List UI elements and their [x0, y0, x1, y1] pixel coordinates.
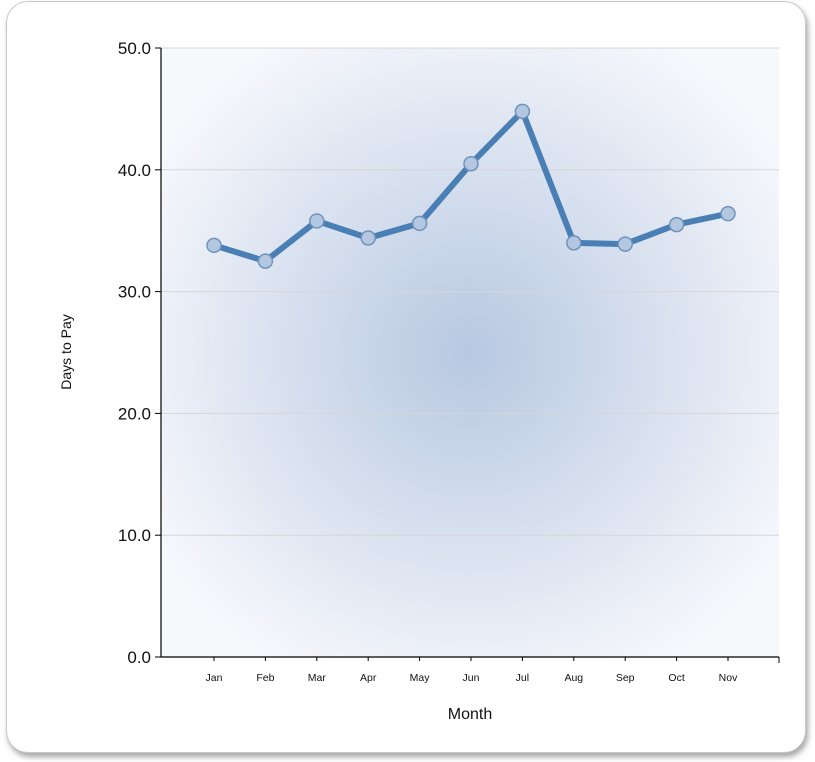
x-tick-label: Mar: [308, 672, 327, 684]
data-point[interactable]: [720, 205, 736, 222]
x-tick-label: May: [410, 672, 431, 684]
y-tick-label: 20.0: [118, 404, 151, 423]
data-point[interactable]: [411, 215, 428, 232]
y-axis-title: Days to Pay: [58, 314, 74, 389]
data-point[interactable]: [206, 237, 222, 254]
data-point[interactable]: [617, 236, 633, 252]
x-tick-label: Aug: [564, 672, 583, 684]
x-tick-label: Oct: [668, 672, 684, 684]
data-point[interactable]: [463, 155, 479, 172]
y-tick-label: 30.0: [118, 283, 151, 302]
x-tick-label: Feb: [256, 672, 274, 684]
x-tick-label: Jul: [516, 672, 529, 684]
data-point[interactable]: [566, 235, 582, 251]
axes: 0.0 10.0 20.0 30.0 40.0 50.0 Jan Feb Mar Apr May Ju…: [118, 39, 780, 684]
data-point[interactable]: [668, 216, 685, 233]
x-tick-label: Apr: [360, 672, 377, 684]
data-point[interactable]: [257, 253, 274, 269]
data-point[interactable]: [514, 103, 531, 120]
data-point[interactable]: [309, 213, 325, 229]
y-tick-label: 10.0: [118, 526, 151, 545]
y-tick-label: 40.0: [118, 161, 151, 180]
plot-area: [161, 48, 779, 657]
x-tick-label: Sep: [616, 672, 635, 684]
y-tick-label: 0.0: [127, 648, 151, 667]
data-point[interactable]: [360, 230, 376, 246]
series-layer: [206, 103, 736, 269]
x-tick-label: Nov: [719, 672, 738, 684]
y-tick-label: 50.0: [118, 39, 151, 58]
x-axis-title: Month: [448, 706, 492, 723]
x-tick-label: Jan: [206, 672, 223, 684]
gridlines: [161, 47, 779, 536]
x-tick-label: Jun: [463, 672, 480, 684]
